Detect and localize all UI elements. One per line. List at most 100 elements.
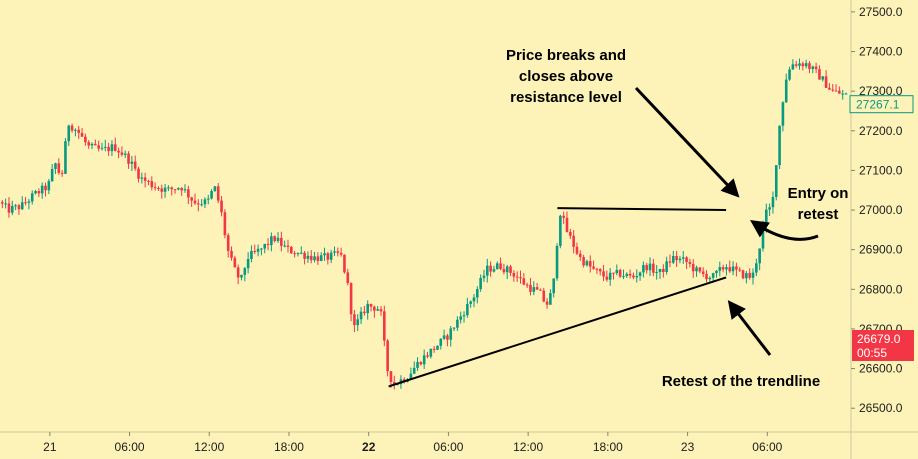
candle-body bbox=[386, 340, 389, 372]
candle-body bbox=[363, 311, 366, 314]
candle-body bbox=[489, 265, 492, 272]
countdown-badge-time: 00:55 bbox=[857, 346, 887, 360]
candle-body bbox=[183, 189, 187, 191]
candle-body bbox=[97, 145, 100, 149]
candle-body bbox=[485, 265, 489, 276]
candle-body bbox=[731, 266, 735, 272]
time-tick-label: 06:00 bbox=[115, 440, 145, 454]
time-tick-label: 06:00 bbox=[433, 440, 463, 454]
candle-body bbox=[44, 185, 47, 191]
candle-body bbox=[329, 252, 333, 260]
candle-body bbox=[349, 283, 353, 315]
candle-body bbox=[60, 172, 64, 174]
candle-body bbox=[236, 267, 240, 278]
candle-body bbox=[200, 204, 203, 206]
annotation-breakout-line-3: resistance level bbox=[510, 89, 622, 106]
candle-body bbox=[123, 153, 127, 155]
candle-body bbox=[582, 257, 585, 266]
candle-body bbox=[452, 327, 456, 329]
candle-body bbox=[170, 187, 174, 190]
time-tick-label: 21 bbox=[43, 440, 57, 454]
candle-body bbox=[442, 335, 446, 339]
candle-body bbox=[559, 215, 562, 246]
candle-body bbox=[177, 188, 180, 190]
candle-body bbox=[14, 205, 17, 207]
candle-body bbox=[226, 235, 230, 251]
candle-body bbox=[512, 272, 516, 277]
price-tick-label: 27000.0 bbox=[859, 203, 903, 217]
candle-body bbox=[788, 69, 791, 80]
candle-body bbox=[648, 263, 652, 271]
candle-body bbox=[522, 278, 526, 285]
candle-body bbox=[34, 191, 37, 194]
candle-body bbox=[160, 188, 164, 192]
candle-body bbox=[113, 144, 117, 151]
candle-body bbox=[296, 252, 300, 255]
candle-body bbox=[495, 263, 499, 270]
price-tick-label: 27400.0 bbox=[859, 45, 903, 59]
candle-body bbox=[346, 272, 350, 284]
candle-body bbox=[791, 64, 795, 70]
candle-body bbox=[645, 265, 649, 271]
arrow-to-entry bbox=[750, 219, 819, 241]
candle-body bbox=[286, 245, 290, 248]
candle-body bbox=[412, 367, 416, 374]
candle-body bbox=[223, 212, 227, 236]
candle-body bbox=[306, 255, 310, 259]
candle-body bbox=[84, 136, 87, 143]
time-tick-label: 18:00 bbox=[593, 440, 623, 454]
candle-body bbox=[197, 203, 200, 205]
candle-body bbox=[426, 355, 429, 357]
candle-body bbox=[187, 189, 190, 198]
candle-body bbox=[383, 311, 386, 341]
candle-body bbox=[545, 301, 549, 305]
candle-body bbox=[529, 284, 532, 292]
candle-body bbox=[708, 277, 712, 280]
candle-body bbox=[595, 268, 599, 270]
candle-body bbox=[515, 276, 519, 278]
candle-body bbox=[781, 102, 785, 126]
candle-body bbox=[293, 253, 296, 255]
candle-body bbox=[698, 267, 702, 272]
current-price-badge-text: 27267.1 bbox=[856, 98, 900, 112]
candle-body bbox=[213, 186, 217, 192]
candle-body bbox=[612, 272, 615, 274]
candle-body bbox=[253, 250, 257, 252]
annotation-entry-line-2: retest bbox=[798, 206, 839, 223]
candle-body bbox=[721, 267, 725, 270]
resistance-line bbox=[557, 207, 727, 212]
candle-body bbox=[456, 319, 459, 328]
candle-body bbox=[728, 267, 732, 272]
candle-body bbox=[828, 87, 831, 90]
candle-body bbox=[193, 200, 197, 204]
price-tick-label: 26600.0 bbox=[859, 362, 903, 376]
arrow-to-breakout bbox=[634, 86, 740, 198]
candle-body bbox=[77, 129, 81, 133]
candle-body bbox=[532, 287, 536, 292]
candle-body bbox=[336, 251, 340, 253]
candle-body bbox=[256, 248, 260, 252]
countdown-badge-price: 26679.0 bbox=[857, 332, 901, 346]
candle-body bbox=[499, 263, 502, 270]
candle-body bbox=[140, 177, 144, 179]
candle-body bbox=[725, 267, 728, 270]
candle-body bbox=[824, 76, 828, 88]
candle-body bbox=[206, 198, 210, 200]
price-tick-label: 26500.0 bbox=[859, 401, 903, 415]
candle-body bbox=[585, 261, 589, 266]
candle-body bbox=[768, 207, 771, 210]
candle-body bbox=[373, 306, 376, 311]
candle-body bbox=[814, 66, 818, 70]
time-tick-label: 22 bbox=[362, 440, 376, 454]
candle-body bbox=[276, 237, 280, 241]
countdown-badge bbox=[852, 330, 914, 361]
candle-body bbox=[107, 146, 110, 152]
candle-body bbox=[476, 289, 479, 298]
candle-body bbox=[323, 253, 326, 256]
candle-body bbox=[369, 303, 373, 307]
candle-body bbox=[794, 64, 798, 66]
drawing-lines-layer bbox=[388, 207, 727, 388]
candle-body bbox=[233, 257, 237, 268]
